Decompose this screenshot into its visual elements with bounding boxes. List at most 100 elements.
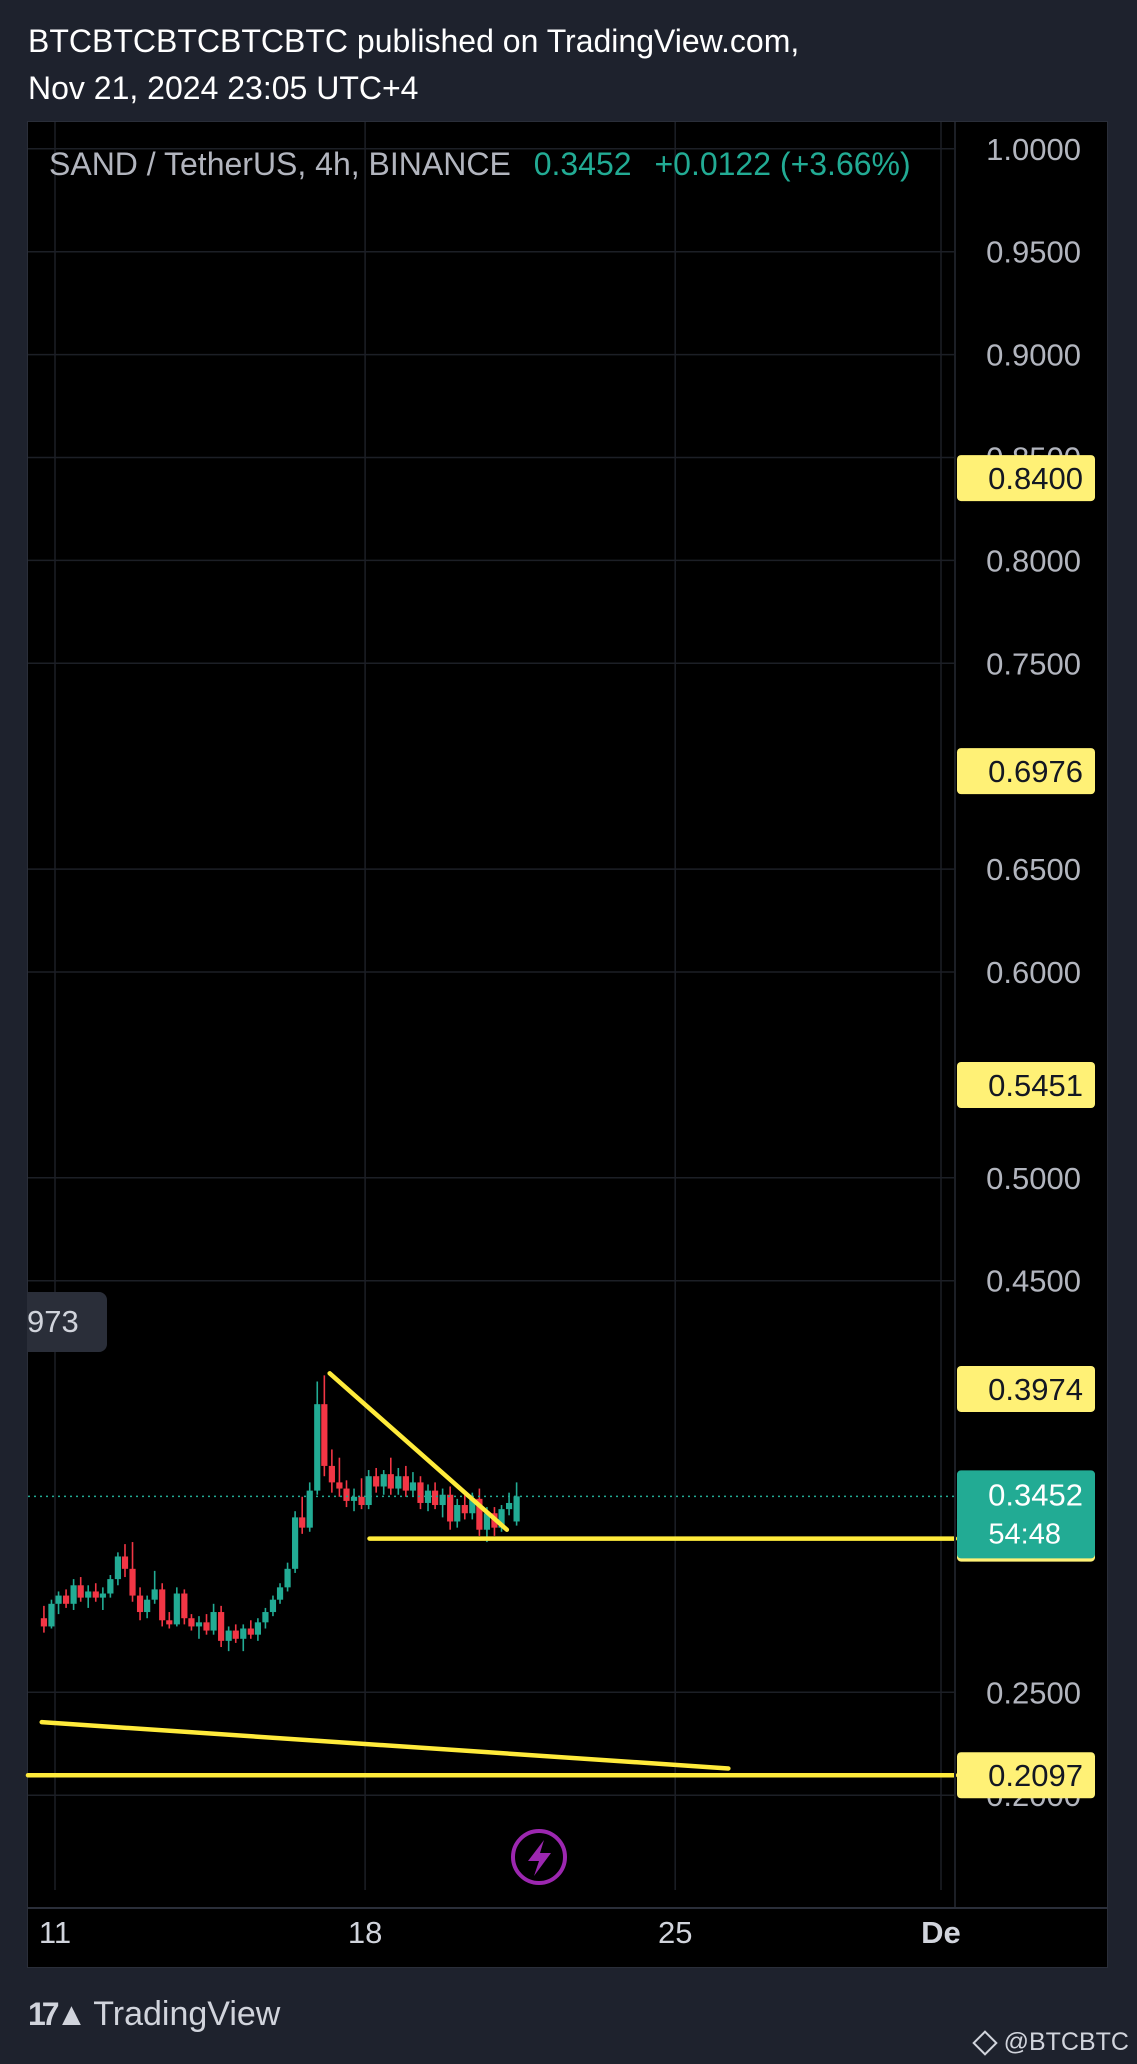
candle-body: [276, 1587, 284, 1600]
y-tick-label: 0.6500: [986, 852, 1081, 887]
candle-body: [343, 1488, 350, 1501]
grid-lines: [28, 122, 955, 1890]
candle-body: [447, 1494, 454, 1522]
candle-body: [181, 1593, 188, 1619]
candle-body: [417, 1482, 424, 1503]
bolt-glyph: [528, 1840, 551, 1876]
candle-body: [159, 1589, 166, 1621]
candle-body: [254, 1622, 261, 1635]
price-label-box: [957, 748, 1095, 795]
symbol-change: +0.0122 (+3.66%): [654, 146, 911, 182]
candle-body: [350, 1496, 358, 1501]
brand-name: TradingView: [93, 1995, 281, 2033]
trendline: [327, 1371, 510, 1532]
candle-body: [328, 1465, 335, 1483]
crosshair-price-tag: 973: [27, 1292, 107, 1352]
symbol-legend[interactable]: SAND / TetherUS, 4h, BINANCE 0.3452 +0.0…: [49, 143, 911, 185]
current-price-label-text: 0.3452: [988, 1477, 1083, 1512]
publish-header: BTCBTCBTCBTCBTC published on TradingView…: [28, 18, 799, 112]
candle-body: [247, 1628, 254, 1635]
candle-body: [188, 1618, 195, 1627]
candle-body: [358, 1496, 365, 1506]
candle-body: [173, 1593, 180, 1625]
publish-date: Nov 21, 2024 23:05 UTC+4: [28, 70, 419, 106]
candle-body: [129, 1568, 136, 1596]
y-tick-label: 0.7500: [986, 646, 1081, 681]
y-tick-label: 1.0000: [986, 132, 1081, 167]
candle-body: [409, 1482, 417, 1491]
candle-body: [77, 1585, 84, 1598]
candle-body: [240, 1628, 247, 1639]
candle-body: [424, 1490, 432, 1503]
y-tick-label: 0.5000: [986, 1161, 1081, 1196]
candle-body: [454, 1505, 461, 1522]
candle-body: [505, 1502, 513, 1510]
symbol-name: SAND / TetherUS, 4h, BINANCE: [49, 146, 511, 182]
x-tick-label: 11: [39, 1915, 71, 1950]
price-label-text: 0.2097: [988, 1758, 1083, 1793]
candles: [28, 1375, 955, 1652]
price-label-text: 0.8400: [988, 461, 1083, 496]
price-label-text: 0.6976: [988, 754, 1083, 789]
candle-body: [121, 1556, 129, 1569]
price-axis: 1.00000.95000.90000.85000.80000.75000.65…: [954, 122, 1081, 1908]
candle-body: [62, 1595, 70, 1604]
candle-body: [210, 1612, 217, 1631]
candle-body: [225, 1630, 232, 1641]
symbol-last-price: 0.3452: [533, 146, 632, 182]
publisher-line: BTCBTCBTCBTCBTC published on TradingView…: [28, 23, 800, 59]
candle-body: [85, 1591, 92, 1598]
current-price-label-box: [957, 1470, 1095, 1559]
candle-body: [99, 1593, 106, 1598]
candle-body: [498, 1509, 505, 1528]
candle-body: [195, 1622, 203, 1627]
candle-body: [476, 1498, 483, 1530]
candle-body: [232, 1630, 239, 1639]
price-labels: 0.84000.69760.54510.39740.32470.20970.34…: [957, 455, 1095, 1799]
candle-body: [262, 1612, 269, 1623]
candle-body: [299, 1517, 306, 1528]
candle-body: [402, 1476, 409, 1491]
candle-body: [48, 1603, 55, 1627]
candle-body: [70, 1585, 77, 1604]
candle-body: [269, 1599, 277, 1613]
tradingview-logo[interactable]: 17▲ TradingView: [28, 1995, 280, 2034]
candle-body: [387, 1474, 394, 1489]
candle-body: [321, 1404, 328, 1466]
trendline: [39, 1719, 731, 1771]
x-tick-label: 25: [658, 1915, 692, 1950]
candle-body: [483, 1513, 491, 1530]
price-label-box: [957, 1061, 1095, 1108]
candle-body: [40, 1618, 48, 1627]
price-label-box: [957, 455, 1095, 502]
replay-bolt-icon[interactable]: [511, 1829, 567, 1885]
y-tick-label: 0.4500: [986, 1264, 1081, 1299]
candle-body: [284, 1568, 291, 1588]
candle-body: [292, 1517, 299, 1569]
y-tick-label: 0.6000: [986, 955, 1081, 990]
time-axis: 11 18 25 De: [28, 1907, 1108, 1950]
binance-diamond-icon: [971, 2029, 998, 2056]
chart-pane[interactable]: [27, 121, 1108, 1968]
tv-logo-icon: 17▲: [28, 1996, 87, 2032]
price-label-text: 0.5451: [988, 1068, 1083, 1103]
watermark-handle: @BTCBTC: [971, 2028, 1129, 2057]
x-tick-label: 18: [348, 1915, 382, 1950]
candle-body: [92, 1591, 99, 1598]
candle-body: [365, 1476, 372, 1506]
candle-body: [203, 1622, 210, 1631]
handle-text: @BTCBTC: [1003, 2028, 1129, 2056]
trend-drawings: [25, 1371, 958, 1778]
y-tick-label: 0.8000: [986, 543, 1081, 578]
candle-body: [373, 1476, 380, 1487]
candle-body: [114, 1556, 122, 1580]
candle-body: [306, 1490, 313, 1528]
candle-body: [166, 1620, 173, 1625]
price-label-text: 0.3974: [988, 1372, 1083, 1407]
candle-body: [218, 1612, 225, 1641]
candle-body: [439, 1494, 446, 1506]
candle-body: [151, 1589, 158, 1600]
candle-body: [136, 1595, 144, 1613]
y-tick-label: 0.2500: [986, 1675, 1081, 1710]
